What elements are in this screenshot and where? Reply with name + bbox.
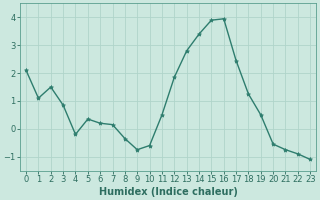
X-axis label: Humidex (Indice chaleur): Humidex (Indice chaleur)	[99, 187, 237, 197]
